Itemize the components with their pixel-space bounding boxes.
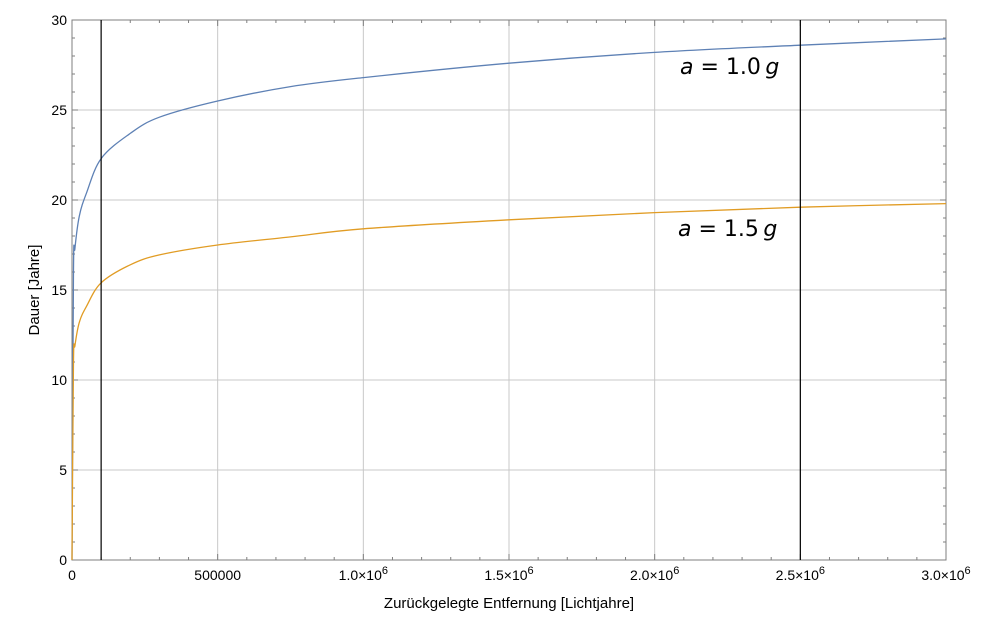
- series-annotations: a = 1.0 g a = 1.5 g: [678, 55, 779, 242]
- x-tick-label: 1.0×106: [339, 565, 388, 583]
- x-tick-labels: 0 500000 1.0×106 1.5×106 2.0×106 2.5×106 3.0×1…: [68, 565, 971, 583]
- series-line-2: [71, 202, 947, 561]
- y-tick-label: 25: [51, 102, 67, 118]
- y-tick-label: 20: [51, 192, 67, 208]
- y-tick-label: 0: [59, 552, 67, 568]
- series-layer: [71, 38, 947, 561]
- y-tick-label: 15: [51, 282, 67, 298]
- y-axis-title: Dauer [Jahre]: [26, 245, 43, 336]
- x-tick-label: 1.5×106: [484, 565, 533, 583]
- series-label-2: a = 1.5 g: [678, 217, 777, 242]
- vertical-lines: [100, 20, 801, 560]
- x-tick-label: 3.0×106: [921, 565, 970, 583]
- y-tick-label: 30: [51, 12, 67, 28]
- grid: [72, 20, 946, 560]
- x-tick-label: 2.5×106: [776, 565, 825, 583]
- x-tick-label: 0: [68, 567, 76, 583]
- series-line-1: [71, 38, 947, 561]
- x-tick-label: 2.0×106: [630, 565, 679, 583]
- y-tick-label: 10: [51, 372, 67, 388]
- x-axis-title: Zurückgelegte Entfernung [Lichtjahre]: [384, 595, 634, 612]
- y-tick-label: 5: [59, 462, 67, 478]
- x-tick-label: 500000: [194, 567, 241, 583]
- series-label-1: a = 1.0 g: [680, 55, 779, 80]
- y-tick-labels: 0 5 10 15 20 25 30: [51, 12, 67, 568]
